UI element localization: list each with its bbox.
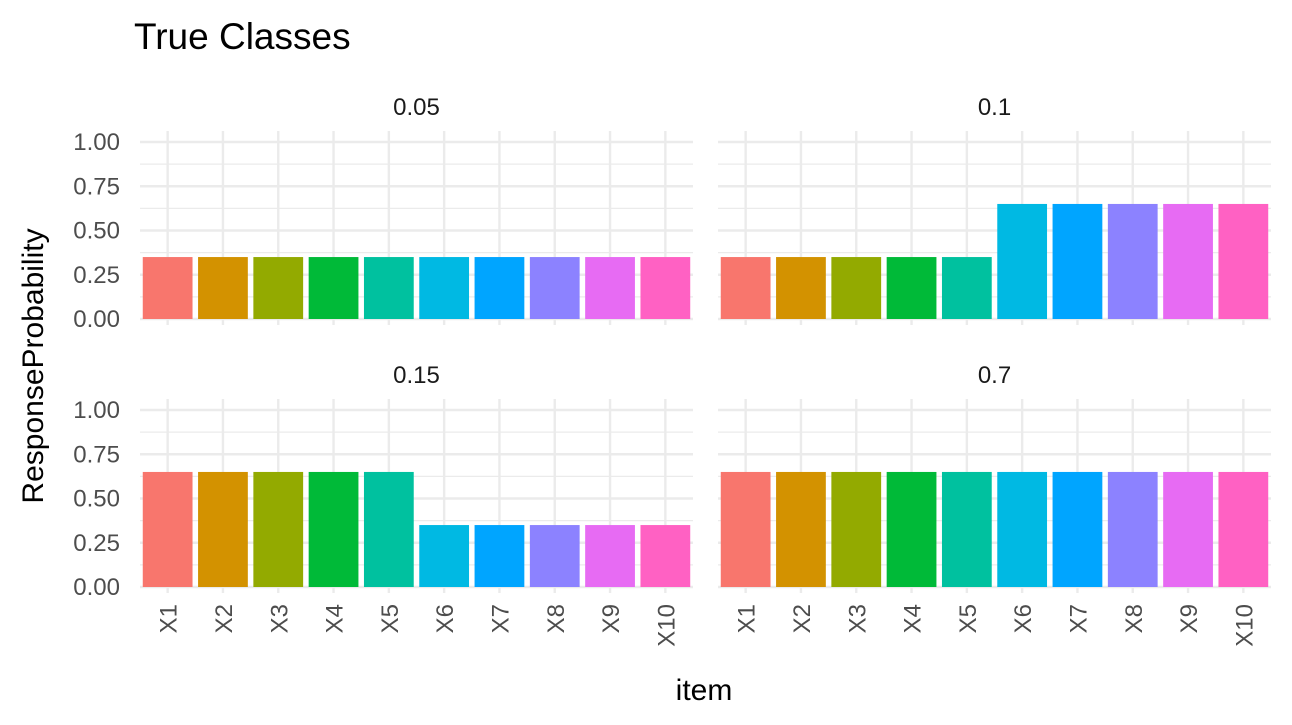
bar [941, 257, 992, 319]
y-tick-label: 0.00 [73, 574, 120, 601]
x-tick-label: X10 [1231, 604, 1258, 647]
y-tick-label: 0.00 [73, 306, 120, 333]
x-tick-label: X4 [900, 604, 927, 633]
bar [1218, 203, 1269, 319]
bar [1163, 203, 1213, 319]
facet-strip-label: 0.05 [393, 94, 440, 121]
bar [831, 471, 882, 587]
x-tick-label: X2 [211, 604, 238, 633]
bar [720, 257, 771, 319]
x-tick-label: X5 [377, 604, 404, 633]
bar [720, 471, 771, 587]
bar [142, 257, 193, 319]
x-axis-title: item [676, 674, 733, 707]
bar [1052, 203, 1103, 319]
x-tick-label: X4 [322, 604, 349, 633]
bar [997, 203, 1048, 319]
bar [1052, 471, 1103, 587]
chart-title: True Classes [134, 16, 351, 57]
bar [198, 471, 248, 587]
bar [142, 471, 193, 587]
bar [253, 257, 304, 319]
bar [198, 257, 248, 319]
bar [529, 257, 580, 319]
x-tick-label: X5 [955, 604, 982, 633]
facet-strip-label: 0.1 [978, 94, 1011, 121]
x-tick-label: X8 [1121, 604, 1148, 633]
bar [640, 257, 691, 319]
y-tick-label: 0.50 [73, 486, 120, 513]
x-tick-label: X7 [1065, 604, 1092, 633]
bar [585, 525, 635, 587]
x-tick-label: X9 [1176, 604, 1203, 633]
panels-group: 0.050.000.250.500.751.000.10.150.000.250… [73, 94, 1271, 647]
facet-panel: 0.7 X1 X2 X3 X4 X5 X6 X7 X8 X9 X10 [718, 362, 1271, 647]
bar [886, 471, 937, 587]
bar [585, 257, 635, 319]
x-tick-label: X9 [598, 604, 625, 633]
bar [253, 471, 304, 587]
bar [1107, 203, 1158, 319]
y-tick-label: 1.00 [73, 129, 120, 156]
facet-panel: 0.05 0.00 0.25 0.50 0.75 1.00 [73, 94, 693, 333]
facet-panel: 0.15 0.00 0.25 0.50 0.75 1.00 X1 X2 X3 X4 X5 X6 X7 X8… [73, 362, 693, 647]
x-tick-label: X1 [156, 604, 183, 633]
bar [776, 257, 826, 319]
bar [363, 471, 414, 587]
x-tick-label: X3 [266, 604, 293, 633]
y-tick-label: 0.50 [73, 218, 120, 245]
x-tick-label: X2 [789, 604, 816, 633]
y-tick-label: 0.25 [73, 530, 120, 557]
bar [776, 471, 826, 587]
x-tick-label: X7 [487, 604, 514, 633]
bar [886, 257, 937, 319]
bar [1218, 471, 1269, 587]
facet-strip-label: 0.15 [393, 362, 440, 389]
bar [419, 525, 470, 587]
x-tick-label: X10 [653, 604, 680, 647]
bar [474, 257, 525, 319]
y-tick-label: 0.75 [73, 173, 120, 200]
y-tick-label: 0.25 [73, 262, 120, 289]
bar [997, 471, 1048, 587]
y-tick-label: 1.00 [73, 397, 120, 424]
facet-panel: 0.1 [718, 94, 1271, 325]
bar [419, 257, 470, 319]
y-axis-title: ResponseProbability [17, 228, 50, 503]
bar [474, 525, 525, 587]
x-tick-label: X8 [543, 604, 570, 633]
bar [308, 471, 359, 587]
bar [363, 257, 414, 319]
bar [308, 257, 359, 319]
bar [941, 471, 992, 587]
bar [529, 525, 580, 587]
x-tick-label: X1 [734, 604, 761, 633]
y-tick-label: 0.75 [73, 441, 120, 468]
bar [1107, 471, 1158, 587]
x-tick-label: X3 [844, 604, 871, 633]
bar [640, 525, 691, 587]
x-tick-label: X6 [1010, 604, 1037, 633]
facet-strip-label: 0.7 [978, 362, 1011, 389]
x-tick-label: X6 [432, 604, 459, 633]
bar [831, 257, 882, 319]
bar [1163, 471, 1213, 587]
